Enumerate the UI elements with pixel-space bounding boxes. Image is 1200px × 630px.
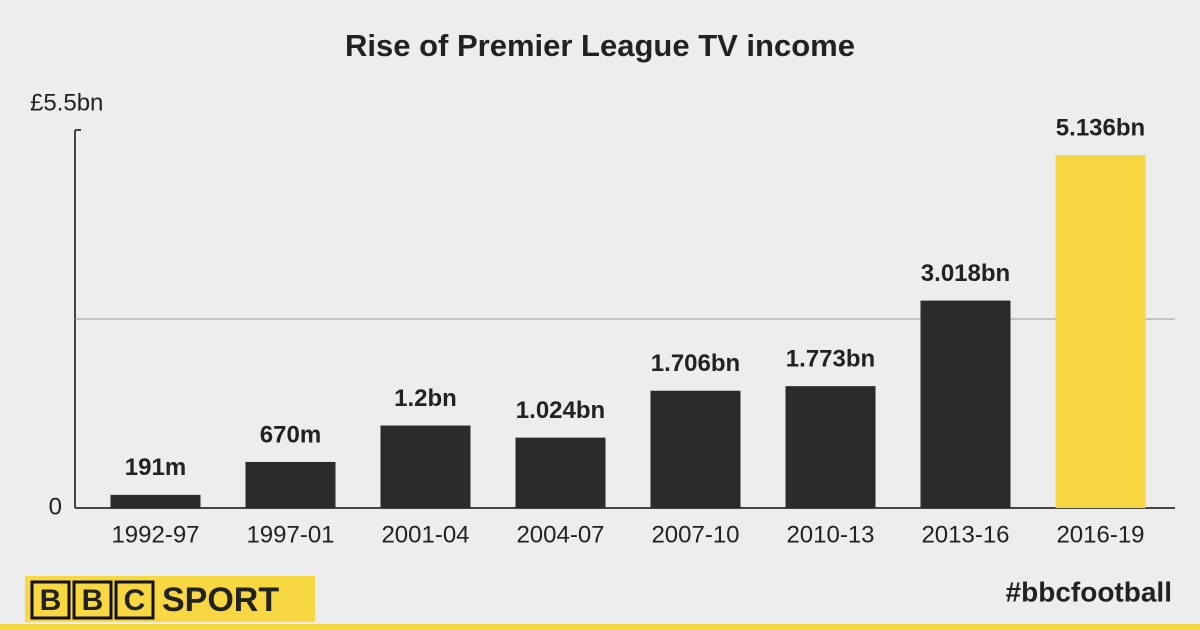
brand-box <box>72 580 113 620</box>
value-label: 3.018bn <box>921 260 1010 287</box>
bar <box>1055 155 1146 508</box>
x-tick-label: 2016-19 <box>1056 521 1144 548</box>
bar <box>920 300 1011 508</box>
hashtag: #bbcfootball <box>1006 576 1172 607</box>
value-label: 670m <box>260 421 321 448</box>
bar <box>380 425 471 508</box>
bar <box>110 494 201 508</box>
y-tick-label: 0 <box>49 493 62 520</box>
x-tick-label: 2001-04 <box>381 521 469 548</box>
brand-letter: B <box>40 584 62 617</box>
y-tick-label: £5.5bn <box>30 89 103 116</box>
x-tick-label: 1992-97 <box>111 521 199 548</box>
value-label: 1.024bn <box>516 397 605 424</box>
x-tick-label: 2007-10 <box>651 521 739 548</box>
brand-letter: B <box>82 584 104 617</box>
value-label: 5.136bn <box>1056 114 1145 141</box>
brand: B B C SPORT <box>30 580 279 620</box>
x-tick-label: 2013-16 <box>921 521 1009 548</box>
value-label: 1.2bn <box>394 385 457 412</box>
brand-letter: C <box>124 584 146 617</box>
brand-box <box>30 580 71 620</box>
value-label: 1.706bn <box>651 350 740 377</box>
bar <box>650 390 741 508</box>
x-tick-label: 1997-01 <box>246 521 334 548</box>
x-tick-label: 2010-13 <box>786 521 874 548</box>
x-tick-label: 2004-07 <box>516 521 604 548</box>
value-label: 1.773bn <box>786 345 875 372</box>
chart-title: Rise of Premier League TV income <box>345 28 855 63</box>
footer-strip <box>0 624 1200 630</box>
bar <box>785 386 876 508</box>
bar <box>515 437 606 508</box>
bar <box>245 461 336 508</box>
brand-word: SPORT <box>162 581 279 619</box>
value-label: 191m <box>125 454 186 481</box>
brand-box <box>114 580 155 620</box>
